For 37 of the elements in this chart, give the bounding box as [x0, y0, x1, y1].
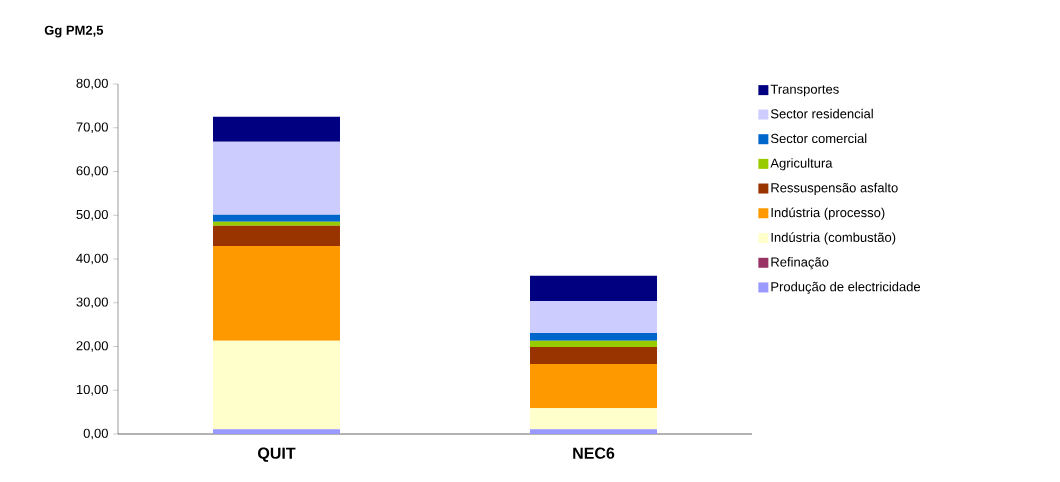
legend-label: Sector comercial [770, 133, 867, 144]
bar [530, 275, 658, 301]
y-tick-label: 10,00 [76, 384, 108, 396]
bar [213, 429, 340, 434]
bar [530, 364, 658, 409]
legend-label: Produção de electricidade [771, 281, 921, 294]
y-axis-title: Gg PM2,5 [44, 25, 104, 38]
bar [213, 116, 340, 142]
legend-label: Sector residencial [770, 108, 873, 119]
bar [213, 340, 340, 430]
y-tick-label: 50,00 [76, 209, 108, 221]
legend-label: Ressuspensão asfalto [771, 182, 898, 195]
bar [530, 429, 658, 434]
legend-label: Indústria (combustão) [771, 232, 896, 245]
legend-label: Agricultura [770, 158, 833, 171]
legend-label: Refinação [771, 257, 829, 270]
bar [213, 245, 340, 341]
y-tick-label: 30,00 [76, 297, 108, 309]
bar [213, 221, 340, 226]
bar [530, 408, 658, 430]
bar [213, 141, 340, 215]
bar [530, 301, 658, 333]
y-tick-label: 40,00 [76, 253, 108, 265]
y-tick-label: 0,00 [83, 428, 108, 440]
bar [213, 214, 340, 222]
legend-label: Transportes [770, 84, 839, 97]
y-tick-label: 60,00 [76, 166, 108, 177]
y-tick-label: 70,00 [76, 122, 108, 134]
x-tick-label: NEC6 [573, 447, 615, 459]
y-tick-label: 20,00 [76, 341, 108, 352]
bar [530, 340, 658, 347]
legend-label: Indústria (processo) [771, 207, 885, 220]
bar [213, 225, 340, 246]
y-tick-label: 80,00 [76, 78, 108, 90]
x-tick-label: QUIT [258, 447, 296, 462]
bar [530, 346, 658, 364]
bar [530, 332, 658, 341]
